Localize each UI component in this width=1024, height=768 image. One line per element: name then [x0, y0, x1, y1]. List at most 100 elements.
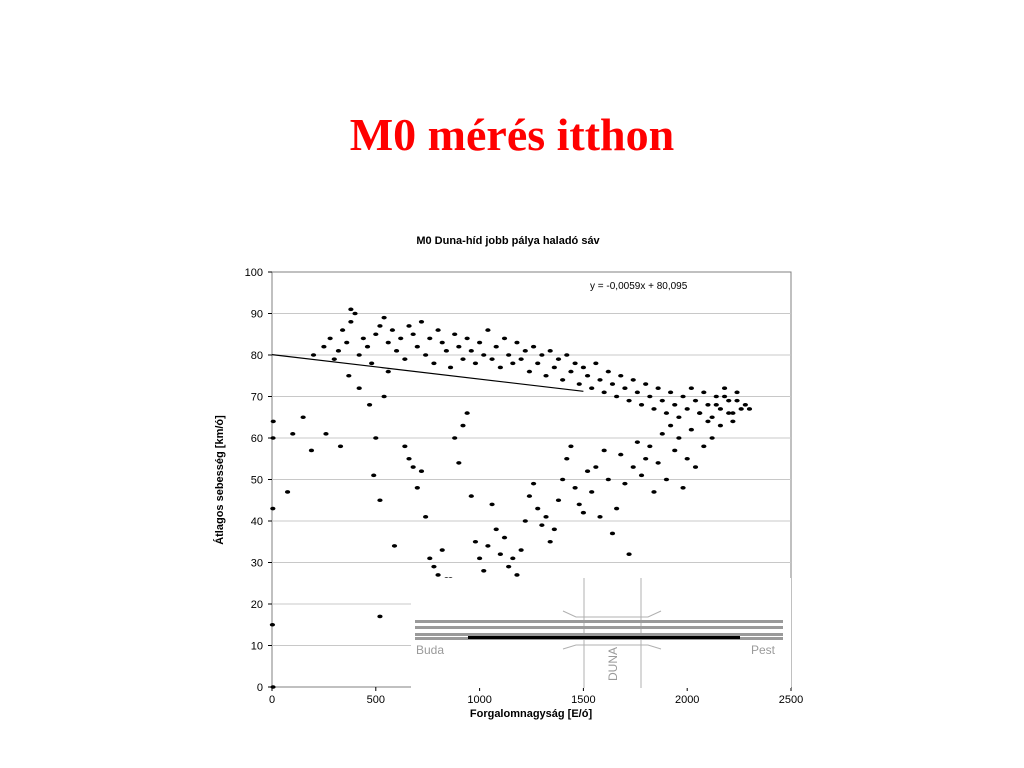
- data-point: [402, 444, 408, 449]
- data-point: [597, 378, 603, 382]
- data-point: [709, 436, 715, 440]
- data-point: [360, 336, 366, 341]
- data-point: [493, 527, 499, 532]
- data-point: [676, 415, 682, 420]
- data-point: [344, 340, 350, 345]
- data-point: [423, 515, 429, 519]
- data-point: [634, 390, 640, 395]
- data-point: [734, 390, 740, 395]
- data-point: [371, 473, 377, 478]
- x-tick-labels: 0 500 1000 1500 2000 2500: [269, 687, 803, 706]
- data-point: [481, 353, 487, 357]
- data-point: [614, 394, 620, 399]
- y-tick-label: 50: [251, 475, 263, 487]
- data-point: [364, 344, 371, 349]
- data-point: [497, 365, 503, 370]
- data-point: [506, 353, 512, 357]
- chart-title: M0 Duna-híd jobb pálya haladó sáv: [416, 235, 600, 247]
- y-tick-label: 0: [257, 682, 263, 694]
- y-tick-label: 90: [251, 309, 263, 321]
- data-point: [337, 444, 344, 449]
- data-point: [589, 386, 595, 391]
- gridlines: [272, 313, 791, 646]
- data-point: [506, 564, 512, 569]
- y-tick-label: 80: [251, 350, 263, 362]
- data-point: [643, 456, 649, 461]
- data-point: [555, 357, 562, 361]
- data-point: [418, 320, 425, 324]
- data-point: [356, 353, 362, 357]
- data-point: [439, 548, 445, 552]
- data-point: [593, 465, 599, 469]
- data-point: [560, 477, 566, 482]
- data-point: [501, 336, 508, 341]
- data-point: [688, 427, 694, 432]
- data-point: [456, 461, 462, 465]
- data-point: [647, 444, 653, 449]
- data-point: [518, 548, 524, 552]
- data-point: [435, 573, 441, 577]
- data-point: [701, 390, 707, 395]
- data-point: [672, 403, 678, 407]
- data-point: [655, 386, 661, 391]
- data-point: [443, 349, 449, 353]
- data-point: [464, 336, 470, 341]
- data-point: [651, 407, 657, 411]
- data-point: [530, 344, 537, 349]
- data-point: [393, 349, 400, 353]
- data-point: [697, 411, 703, 415]
- data-point: [589, 490, 595, 494]
- data-point: [584, 469, 591, 474]
- data-point: [431, 361, 437, 366]
- data-point: [605, 369, 611, 374]
- slide-title: M0 mérés itthon: [349, 109, 675, 160]
- data-point: [373, 332, 379, 337]
- data-point: [452, 436, 458, 440]
- data-point: [576, 502, 582, 507]
- data-point: [522, 519, 528, 523]
- data-point: [701, 444, 707, 449]
- data-point: [576, 382, 582, 386]
- data-point: [618, 452, 624, 457]
- data-point: [435, 328, 441, 332]
- data-point: [514, 340, 520, 345]
- data-point: [327, 336, 333, 341]
- data-point: [593, 361, 599, 366]
- data-point: [389, 328, 396, 332]
- data-point: [406, 324, 412, 328]
- data-point: [643, 382, 649, 386]
- data-point: [468, 494, 474, 498]
- data-point: [622, 386, 628, 391]
- data-point: [568, 444, 574, 449]
- data-point: [331, 357, 337, 361]
- data-point: [514, 573, 520, 577]
- data-point: [427, 556, 433, 561]
- data-point: [489, 502, 495, 507]
- data-point: [477, 556, 483, 561]
- data-point: [746, 407, 753, 411]
- data-point: [391, 544, 398, 548]
- data-point: [580, 365, 587, 370]
- data-point: [692, 398, 699, 403]
- data-point: [270, 419, 276, 424]
- data-point: [680, 486, 686, 490]
- data-point: [414, 486, 420, 490]
- data-point: [290, 432, 296, 436]
- data-point: [339, 328, 346, 332]
- data-point: [377, 614, 383, 619]
- data-point: [667, 423, 674, 428]
- data-point: [713, 394, 719, 399]
- data-point: [535, 506, 541, 511]
- data-point: [489, 357, 495, 361]
- data-point: [584, 373, 591, 378]
- data-point: [335, 349, 342, 353]
- data-point: [721, 386, 728, 391]
- bridge-inset: Buda Pest DUNA: [411, 578, 791, 688]
- data-point: [385, 369, 391, 374]
- y-axis-title: Átlagos sebesség [km/ó]: [213, 415, 226, 545]
- data-point: [742, 403, 748, 407]
- data-point: [663, 477, 670, 482]
- data-point: [464, 411, 470, 415]
- data-point: [460, 357, 466, 361]
- trendline: [271, 354, 584, 392]
